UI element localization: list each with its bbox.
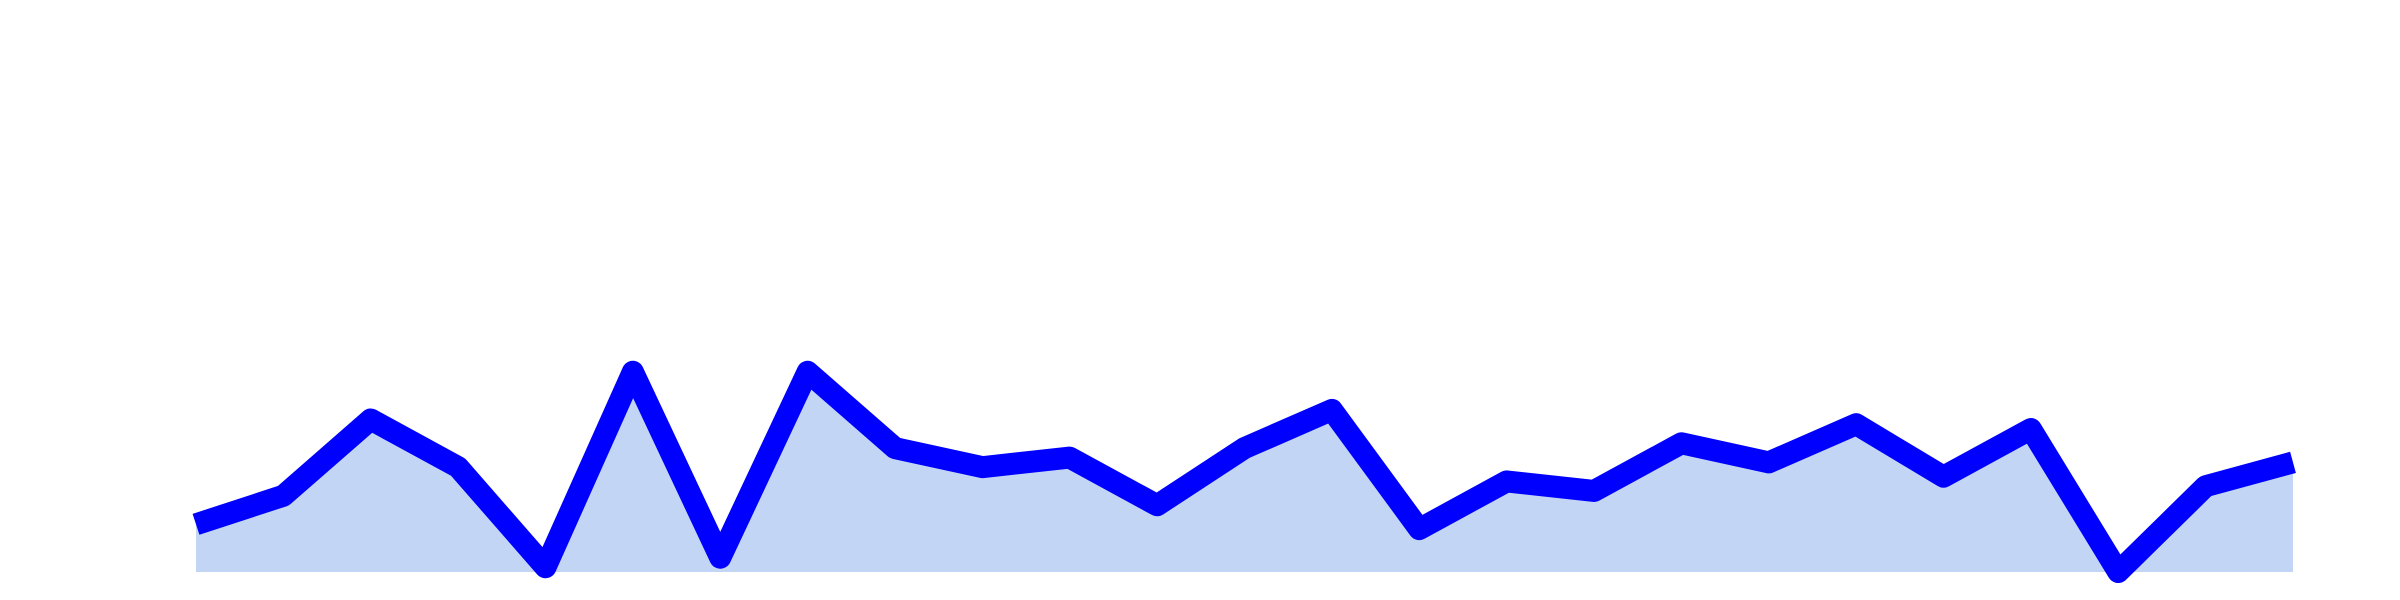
area-fill-layer <box>196 371 2293 572</box>
series-line <box>192 360 2296 583</box>
series-area-fill <box>196 371 2293 572</box>
series-line-layer <box>192 360 2296 583</box>
